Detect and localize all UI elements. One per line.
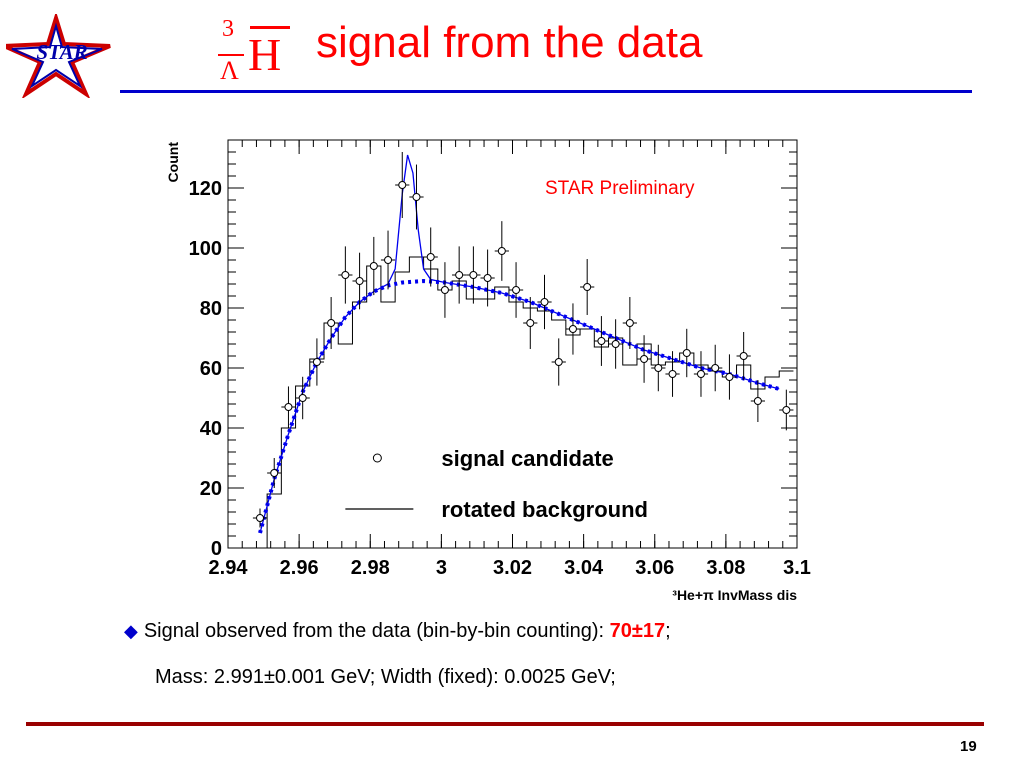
mass-width-line: Mass: 2.991±0.001 GeV; Width (fixed): 0.… bbox=[155, 666, 616, 688]
plot-frame bbox=[227, 139, 798, 549]
signal-candidate-point bbox=[512, 286, 521, 294]
hypertriton-symbol: 3 Λ H bbox=[210, 10, 310, 90]
y-tick-label: 60 bbox=[200, 358, 222, 380]
star-logo-text: STAR bbox=[36, 40, 87, 64]
signal-candidate-point bbox=[753, 397, 762, 405]
signal-candidate-point bbox=[711, 364, 720, 372]
y-tick-label: 40 bbox=[200, 418, 222, 440]
x-tick-label: 3.06 bbox=[635, 557, 674, 579]
x-tick-label: 2.96 bbox=[280, 557, 319, 579]
x-tick-label: 2.94 bbox=[209, 557, 249, 579]
signal-bullet-prefix: Signal observed from the data (bin-by-bi… bbox=[143, 620, 610, 642]
signal-candidate-point bbox=[412, 193, 421, 201]
signal-candidate-point bbox=[682, 349, 691, 357]
x-tick-label: 3.08 bbox=[706, 557, 745, 579]
x-tick-label: 3.02 bbox=[493, 557, 532, 579]
title-text: signal from the data bbox=[316, 18, 703, 67]
y-tick-label: 80 bbox=[200, 298, 222, 320]
signal-candidate-point bbox=[256, 514, 265, 522]
signal-candidate-point bbox=[455, 271, 464, 279]
signal-candidate-point bbox=[398, 181, 407, 189]
signal-candidate-point bbox=[270, 469, 279, 477]
signal-candidate-point bbox=[611, 340, 620, 348]
legend-marker-signal bbox=[372, 453, 382, 463]
signal-candidate-point bbox=[554, 358, 563, 366]
background-fit-curve bbox=[258, 278, 780, 534]
signal-candidate-point bbox=[440, 286, 449, 294]
nucleus-hyperon: Λ bbox=[220, 56, 239, 85]
signal-bullet: ◆ Signal observed from the data (bin-by-b… bbox=[124, 620, 671, 643]
nucleus-element: H bbox=[248, 29, 282, 80]
x-tick-label: 3.1 bbox=[783, 557, 811, 579]
signal-candidate-point bbox=[568, 325, 577, 333]
star-logo: STAR bbox=[6, 14, 111, 98]
x-tick-label: 2.98 bbox=[351, 557, 390, 579]
diamond-bullet-icon: ◆ bbox=[124, 621, 138, 641]
x-tick-label: 3.04 bbox=[564, 557, 604, 579]
signal-candidate-point bbox=[384, 256, 393, 264]
signal-candidate-point bbox=[782, 406, 791, 414]
signal-candidate-point bbox=[696, 370, 705, 378]
signal-candidate-point bbox=[597, 337, 606, 345]
y-axis-title: Count bbox=[165, 142, 181, 183]
y-tick-label: 120 bbox=[189, 178, 222, 200]
y-tick-label: 0 bbox=[211, 538, 222, 560]
signal-candidate-point bbox=[540, 298, 549, 306]
signal-candidate-point bbox=[312, 358, 321, 366]
signal-candidate-point bbox=[369, 262, 378, 270]
y-tick-label: 100 bbox=[189, 238, 222, 260]
signal-candidate-point bbox=[426, 253, 435, 261]
legend-label-signal: signal candidate bbox=[441, 446, 613, 471]
signal-candidate-point bbox=[483, 274, 492, 282]
y-tick-label: 20 bbox=[200, 478, 222, 500]
signal-count-value: 70±17 bbox=[609, 620, 666, 642]
signal-candidate-point bbox=[640, 355, 649, 363]
invariant-mass-chart: 2.94 2.96 2.98 3 3.02 3.04 3.06 3.08 3.1 0 20 40 60 8… bbox=[165, 139, 811, 603]
footer-rule bbox=[26, 722, 984, 726]
signal-candidate-point bbox=[497, 247, 506, 255]
signal-candidate-point bbox=[298, 394, 307, 402]
nucleus-mass-number: 3 bbox=[222, 16, 234, 42]
background-histogram bbox=[252, 256, 794, 548]
star-logo-shape bbox=[6, 14, 111, 98]
signal-fit-curve bbox=[259, 154, 780, 534]
signal-candidate-point bbox=[284, 403, 293, 411]
signal-candidate-point bbox=[327, 319, 336, 327]
title-underline bbox=[120, 90, 972, 93]
slide-title: 3 Λ H signal from the data bbox=[210, 10, 702, 90]
preliminary-annotation: STAR Preliminary bbox=[545, 178, 695, 199]
signal-candidate-point bbox=[526, 319, 535, 327]
signal-candidate-point bbox=[341, 271, 350, 279]
signal-candidate-point bbox=[355, 277, 364, 285]
signal-bullet-suffix: ; bbox=[665, 620, 671, 642]
page-number: 19 bbox=[960, 738, 977, 755]
signal-candidate-point bbox=[469, 271, 478, 279]
signal-candidate-point bbox=[625, 319, 634, 327]
signal-candidate-point bbox=[583, 283, 592, 291]
signal-candidate-point bbox=[654, 364, 663, 372]
legend-label-background: rotated background bbox=[441, 497, 648, 522]
signal-candidate-point bbox=[668, 370, 677, 378]
x-axis-title: ³He+π InvMass dis bbox=[672, 587, 797, 603]
x-tick-label: 3 bbox=[436, 557, 447, 579]
nucleus-fraction-bar bbox=[218, 54, 244, 56]
signal-candidate-point bbox=[725, 373, 734, 381]
signal-candidate-point bbox=[739, 352, 748, 360]
antiparticle-overbar bbox=[250, 26, 290, 29]
star-logo-inner bbox=[11, 22, 103, 89]
